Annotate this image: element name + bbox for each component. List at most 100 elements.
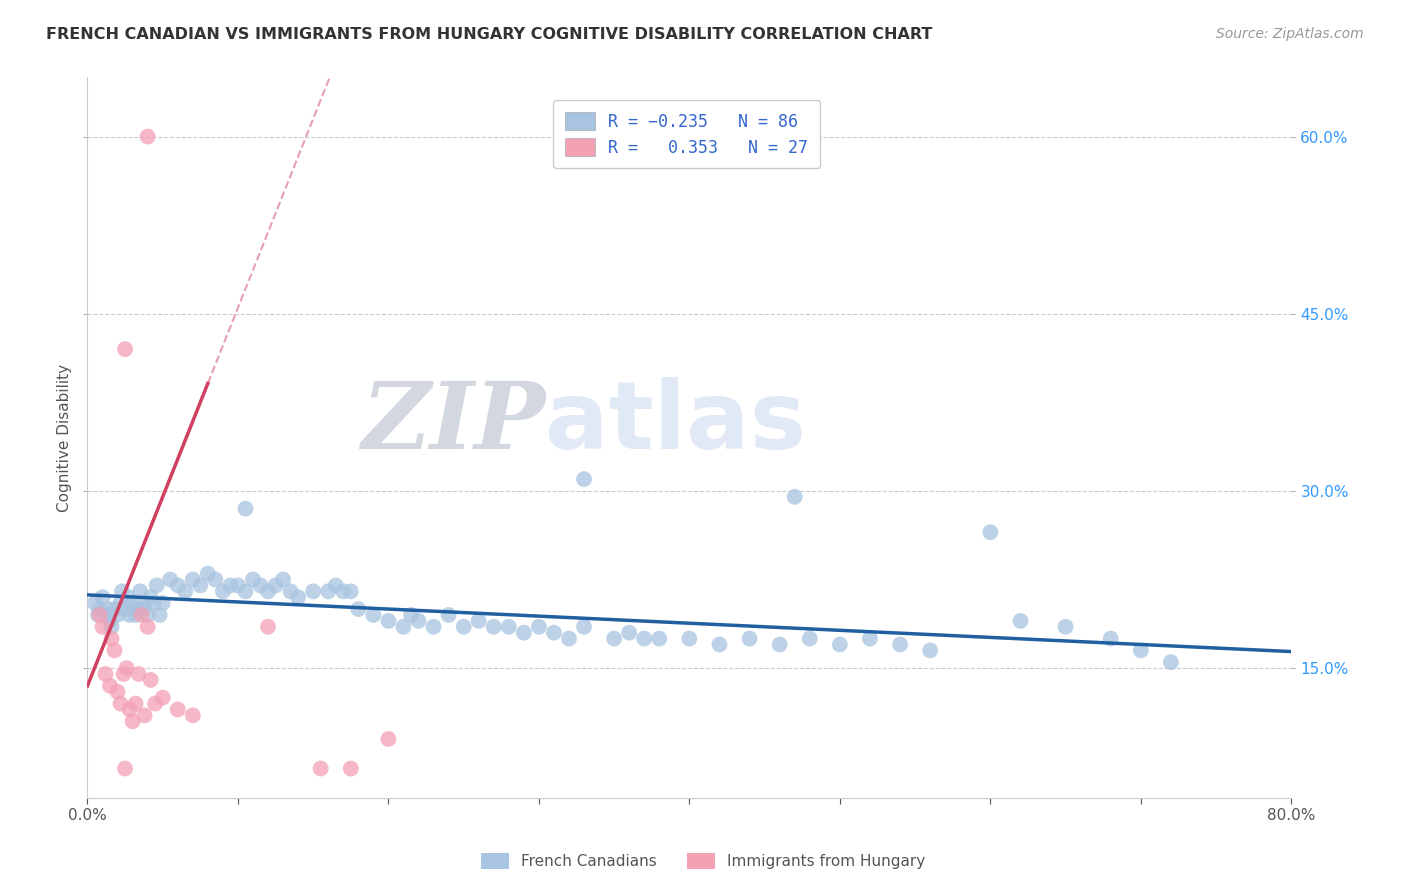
Text: ZIP: ZIP	[361, 378, 546, 468]
Point	[94, 607, 117, 622]
Legend: French Canadians, Immigrants from Hungary: French Canadians, Immigrants from Hungar…	[475, 847, 931, 875]
Point	[678, 632, 700, 646]
Point	[139, 673, 162, 687]
Point	[114, 762, 136, 776]
Point	[498, 620, 520, 634]
Point	[197, 566, 219, 581]
Point	[110, 596, 132, 610]
Point	[143, 697, 166, 711]
Point	[114, 342, 136, 356]
Point	[121, 714, 143, 729]
Point	[127, 602, 149, 616]
Point	[226, 578, 249, 592]
Point	[134, 708, 156, 723]
Point	[112, 667, 135, 681]
Point	[1010, 614, 1032, 628]
Point	[235, 584, 257, 599]
Point	[437, 607, 460, 622]
Point	[482, 620, 505, 634]
Point	[97, 602, 120, 616]
Point	[174, 584, 197, 599]
Point	[89, 602, 111, 616]
Point	[129, 584, 152, 599]
Point	[166, 702, 188, 716]
Point	[139, 591, 162, 605]
Point	[527, 620, 550, 634]
Point	[1129, 643, 1152, 657]
Point	[422, 620, 444, 634]
Point	[558, 632, 581, 646]
Point	[617, 625, 640, 640]
Point	[347, 602, 370, 616]
Point	[91, 591, 114, 605]
Point	[242, 573, 264, 587]
Legend: R = −0.235   N = 86, R =   0.353   N = 27: R = −0.235 N = 86, R = 0.353 N = 27	[553, 100, 820, 169]
Point	[204, 573, 226, 587]
Point	[271, 573, 294, 587]
Point	[339, 584, 361, 599]
Y-axis label: Cognitive Disability: Cognitive Disability	[58, 364, 72, 512]
Point	[257, 620, 280, 634]
Point	[103, 602, 125, 616]
Point	[257, 584, 280, 599]
Point	[131, 607, 153, 622]
Point	[166, 578, 188, 592]
Point	[98, 679, 121, 693]
Point	[408, 614, 430, 628]
Point	[453, 620, 475, 634]
Point	[332, 584, 354, 599]
Point	[783, 490, 806, 504]
Point	[377, 731, 399, 746]
Point	[128, 667, 150, 681]
Point	[136, 129, 159, 144]
Point	[363, 607, 385, 622]
Point	[118, 607, 141, 622]
Point	[87, 607, 110, 622]
Point	[94, 667, 117, 681]
Point	[392, 620, 415, 634]
Point	[121, 596, 143, 610]
Point	[633, 632, 655, 646]
Text: Source: ZipAtlas.com: Source: ZipAtlas.com	[1216, 27, 1364, 41]
Point	[100, 620, 122, 634]
Point	[111, 584, 134, 599]
Point	[280, 584, 302, 599]
Point	[134, 596, 156, 610]
Point	[828, 638, 851, 652]
Point	[118, 702, 141, 716]
Point	[249, 578, 271, 592]
Point	[264, 578, 287, 592]
Point	[1160, 655, 1182, 669]
Point	[91, 620, 114, 634]
Point	[98, 614, 121, 628]
Point	[399, 607, 422, 622]
Point	[513, 625, 536, 640]
Point	[219, 578, 242, 592]
Point	[1054, 620, 1077, 634]
Text: FRENCH CANADIAN VS IMMIGRANTS FROM HUNGARY COGNITIVE DISABILITY CORRELATION CHAR: FRENCH CANADIAN VS IMMIGRANTS FROM HUNGA…	[46, 27, 932, 42]
Point	[235, 501, 257, 516]
Point	[1099, 632, 1122, 646]
Point	[769, 638, 792, 652]
Point	[212, 584, 235, 599]
Point	[572, 620, 595, 634]
Point	[103, 643, 125, 657]
Point	[100, 632, 122, 646]
Point	[145, 578, 167, 592]
Point	[89, 607, 111, 622]
Point	[709, 638, 731, 652]
Point	[648, 632, 671, 646]
Point	[159, 573, 181, 587]
Point	[316, 584, 339, 599]
Point	[136, 607, 159, 622]
Point	[132, 602, 155, 616]
Point	[920, 643, 942, 657]
Point	[979, 525, 1001, 540]
Point	[799, 632, 821, 646]
Point	[339, 762, 361, 776]
Point	[149, 607, 172, 622]
Point	[543, 625, 565, 640]
Point	[309, 762, 332, 776]
Point	[889, 638, 911, 652]
Point	[377, 614, 399, 628]
